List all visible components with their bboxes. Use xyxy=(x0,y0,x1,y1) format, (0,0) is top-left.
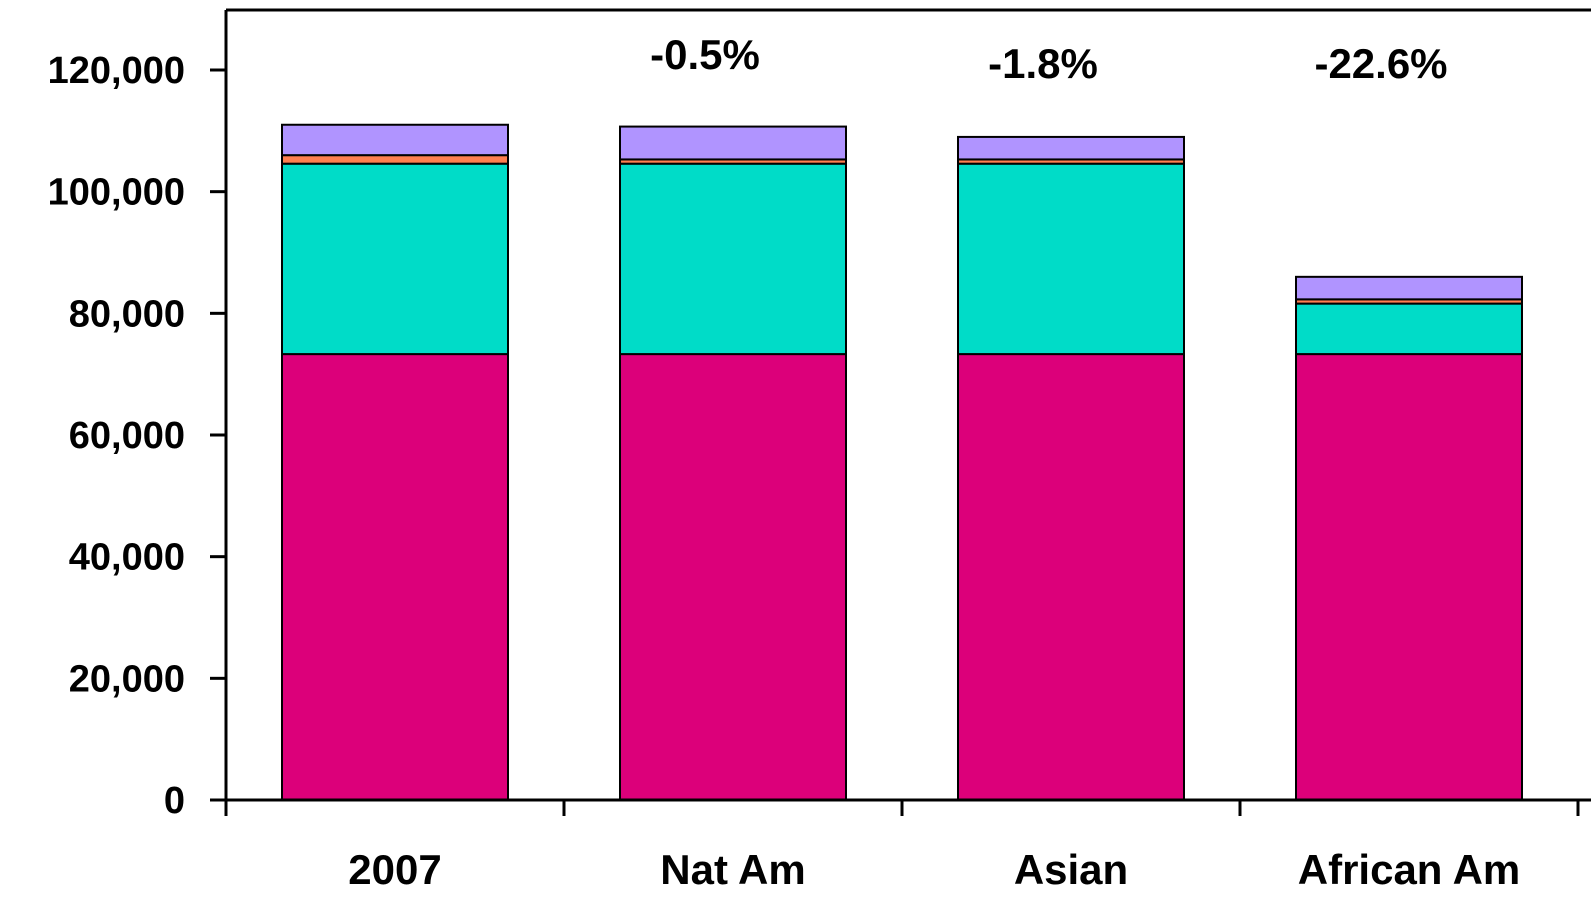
x-category-label: Nat Am xyxy=(660,846,805,893)
bar-segment-2-0 xyxy=(957,353,1185,801)
bar-segment-3-3 xyxy=(1295,275,1523,301)
bar-segment-2-3 xyxy=(957,135,1185,161)
bar-segment-2-1 xyxy=(957,162,1185,356)
y-tick-label: 100,000 xyxy=(48,172,185,214)
bar-segment-0-0 xyxy=(281,353,509,801)
bar-segment-1-0 xyxy=(619,353,847,801)
percent-change-annotation: -22.6% xyxy=(1314,40,1447,87)
y-tick-label: 120,000 xyxy=(48,50,185,92)
x-category-label: 2007 xyxy=(348,846,441,893)
y-tick-label: 60,000 xyxy=(69,415,185,457)
bar-segment-0-1 xyxy=(281,162,509,356)
percent-change-annotation: -0.5% xyxy=(650,31,760,78)
percent-change-annotation: -1.8% xyxy=(988,40,1098,87)
bar-segment-1-1 xyxy=(619,162,847,356)
y-tick-label: 40,000 xyxy=(69,537,185,579)
x-categories-group: 2007 Nat Am Asian African Am xyxy=(348,846,1520,893)
y-ticks-group: 0 20,000 40,000 60,000 80,000 100,000 120,000 xyxy=(48,50,1580,822)
y-tick-label: 80,000 xyxy=(69,293,185,335)
y-tick-label: 20,000 xyxy=(69,658,185,700)
bar-segment-0-3 xyxy=(281,123,509,157)
x-category-label: Asian xyxy=(1014,846,1128,893)
bar-segment-3-1 xyxy=(1295,302,1523,356)
bar-segment-1-3 xyxy=(619,125,847,161)
annotations-group: -0.5% -1.8% -22.6% xyxy=(650,31,1447,87)
bars-group xyxy=(281,123,1523,801)
x-category-label: African Am xyxy=(1298,846,1521,893)
y-tick-label: 0 xyxy=(164,780,185,822)
bar-segment-3-0 xyxy=(1295,353,1523,801)
bar-segment-0-2 xyxy=(281,154,509,165)
